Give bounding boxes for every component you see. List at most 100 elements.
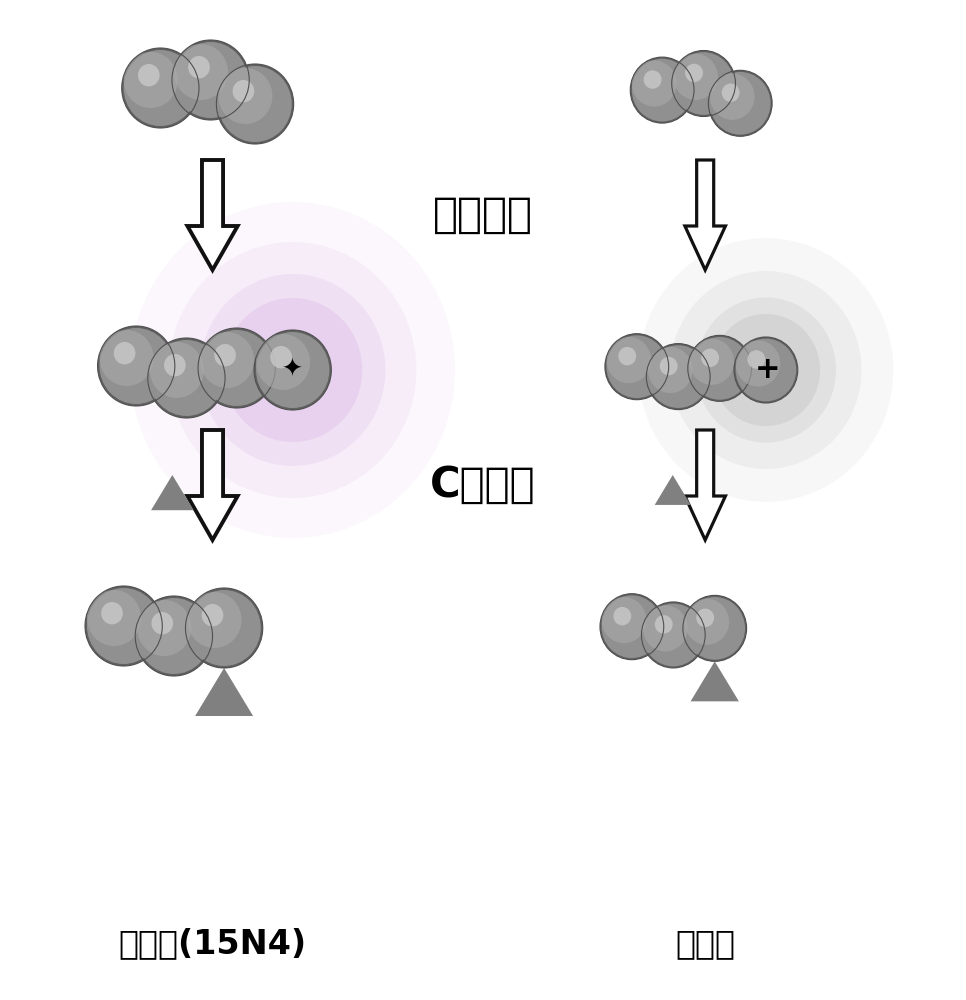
Circle shape xyxy=(216,64,294,144)
Circle shape xyxy=(99,330,154,386)
Polygon shape xyxy=(685,430,725,540)
Circle shape xyxy=(683,595,747,661)
Text: C端标记: C端标记 xyxy=(430,464,536,506)
Circle shape xyxy=(696,297,836,443)
Circle shape xyxy=(169,242,416,498)
Circle shape xyxy=(124,50,197,126)
Circle shape xyxy=(734,337,798,403)
Text: 羞基活化: 羞基活化 xyxy=(433,194,533,236)
Circle shape xyxy=(270,346,292,368)
Circle shape xyxy=(722,83,740,102)
Circle shape xyxy=(187,592,242,648)
Circle shape xyxy=(685,599,729,645)
Circle shape xyxy=(696,609,714,627)
Circle shape xyxy=(685,64,703,82)
Circle shape xyxy=(99,328,173,404)
Circle shape xyxy=(214,344,236,366)
Circle shape xyxy=(254,330,331,410)
Circle shape xyxy=(670,271,862,469)
Circle shape xyxy=(607,335,668,398)
Circle shape xyxy=(632,59,693,121)
Circle shape xyxy=(618,347,637,365)
Circle shape xyxy=(218,66,292,142)
Circle shape xyxy=(87,590,141,646)
Circle shape xyxy=(688,335,752,401)
Circle shape xyxy=(602,597,646,643)
Circle shape xyxy=(600,594,664,660)
Circle shape xyxy=(187,590,261,666)
Circle shape xyxy=(632,60,676,107)
Circle shape xyxy=(630,57,694,123)
Text: 精氨酸(15N4): 精氨酸(15N4) xyxy=(119,927,306,960)
Circle shape xyxy=(98,326,175,406)
Circle shape xyxy=(124,52,178,108)
Circle shape xyxy=(748,350,765,369)
Circle shape xyxy=(202,604,223,626)
Circle shape xyxy=(602,595,662,658)
Circle shape xyxy=(708,70,772,136)
Circle shape xyxy=(648,347,693,393)
Circle shape xyxy=(736,340,781,386)
Circle shape xyxy=(174,42,247,118)
Text: 精氨酸: 精氨酸 xyxy=(675,927,735,960)
Circle shape xyxy=(641,602,705,668)
Polygon shape xyxy=(195,668,253,716)
Circle shape xyxy=(646,344,710,410)
Circle shape xyxy=(223,298,362,442)
Text: +: + xyxy=(754,356,781,384)
Circle shape xyxy=(218,68,272,124)
Circle shape xyxy=(137,600,191,656)
Circle shape xyxy=(233,80,254,102)
Circle shape xyxy=(87,588,160,664)
Circle shape xyxy=(114,342,135,364)
Circle shape xyxy=(152,612,173,634)
Circle shape xyxy=(613,607,631,625)
Circle shape xyxy=(643,70,662,89)
Circle shape xyxy=(172,40,249,120)
Circle shape xyxy=(607,337,651,383)
Circle shape xyxy=(150,342,204,398)
Circle shape xyxy=(639,238,894,502)
Circle shape xyxy=(137,598,211,674)
Circle shape xyxy=(135,596,213,676)
Circle shape xyxy=(673,54,718,100)
Circle shape xyxy=(200,274,385,466)
Circle shape xyxy=(198,328,275,408)
Circle shape xyxy=(122,48,199,128)
Circle shape xyxy=(710,72,771,135)
Circle shape xyxy=(643,605,688,651)
Polygon shape xyxy=(187,160,238,270)
Circle shape xyxy=(130,202,455,538)
Polygon shape xyxy=(691,661,739,701)
Polygon shape xyxy=(187,430,238,540)
Circle shape xyxy=(736,339,796,401)
Text: ✦: ✦ xyxy=(282,358,303,382)
Circle shape xyxy=(643,604,703,666)
Circle shape xyxy=(150,340,223,416)
Circle shape xyxy=(671,50,735,116)
Circle shape xyxy=(685,597,745,660)
Circle shape xyxy=(138,64,159,86)
Circle shape xyxy=(101,602,123,624)
Circle shape xyxy=(701,349,719,367)
Polygon shape xyxy=(655,475,691,505)
Circle shape xyxy=(710,74,754,120)
Circle shape xyxy=(200,330,273,406)
Circle shape xyxy=(174,44,228,100)
Circle shape xyxy=(164,354,185,376)
Circle shape xyxy=(712,314,820,426)
Polygon shape xyxy=(151,475,193,510)
Circle shape xyxy=(188,56,210,78)
Circle shape xyxy=(690,339,734,385)
Circle shape xyxy=(690,337,750,400)
Circle shape xyxy=(148,338,225,418)
Circle shape xyxy=(200,332,254,388)
Circle shape xyxy=(256,334,310,390)
Circle shape xyxy=(85,586,162,666)
Circle shape xyxy=(660,357,677,375)
Circle shape xyxy=(256,332,329,408)
Circle shape xyxy=(648,345,708,408)
Polygon shape xyxy=(685,160,725,270)
Circle shape xyxy=(185,588,263,668)
Circle shape xyxy=(605,334,668,400)
